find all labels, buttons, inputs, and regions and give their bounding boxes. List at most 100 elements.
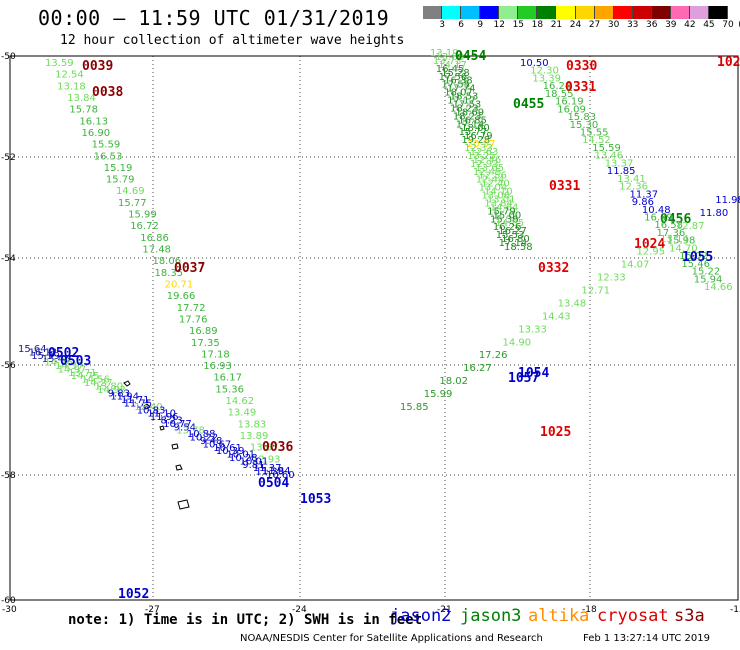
wave-height-label: 16.09 (557, 104, 586, 115)
wave-height-label: 12.40 (481, 179, 510, 190)
wave-height-label: 17.18 (201, 349, 230, 360)
wave-height-label: 13.06 (481, 191, 510, 202)
wave-height-label: 18.23 (450, 103, 479, 114)
pass-time-label: 1024 (634, 237, 665, 252)
wave-height-label: 17.14 (499, 238, 528, 249)
wave-height-label: 14.69 (116, 186, 145, 197)
wave-height-label: 15.79 (487, 206, 516, 217)
wave-height-label: 13.48 (558, 298, 587, 309)
legend-tick-label: 6 (458, 20, 464, 30)
lon-label: -21 (437, 605, 452, 615)
wave-height-label: 15.00 (493, 210, 522, 221)
wave-height-label: 13.19 (430, 48, 459, 59)
legend-unit: (ft) (738, 20, 740, 30)
wave-height-label: 11.10 (147, 409, 176, 420)
wave-height-label: 18.35 (155, 268, 184, 279)
wave-height-label: 10.83 (137, 405, 166, 416)
wave-height-label: 14.17 (438, 60, 467, 71)
wave-height-label: 15.85 (400, 402, 429, 413)
legend-swatch (423, 6, 443, 19)
wave-labels: 13.5912.5413.1813.8415.7816.1316.9015.59… (18, 48, 740, 602)
wave-height-label: 17.76 (179, 314, 208, 325)
wave-height-label: 12.33 (597, 273, 626, 284)
wave-height-label: 13.89 (240, 431, 269, 442)
wave-height-label: 13.84 (484, 198, 513, 209)
wave-height-label: 13.01 (487, 194, 516, 205)
lat-label: -50 (1, 52, 16, 62)
wave-height-label: 10.28 (229, 453, 258, 464)
wave-height-label: 10.01 (240, 456, 269, 467)
wave-height-label: 12.46 (473, 155, 502, 166)
wave-height-label: 17.35 (191, 338, 220, 349)
wave-height-label: 15.79 (106, 175, 135, 186)
wave-height-label: 18.60 (461, 123, 490, 134)
wave-height-label: 11.37 (630, 189, 659, 200)
wave-height-label: 10.61 (213, 443, 242, 454)
wave-height-label: 12.93 (252, 454, 281, 465)
pass-time-label: 0039 (82, 59, 113, 74)
legend-tick-label: 27 (588, 20, 601, 30)
legend-swatch (518, 6, 538, 19)
wave-height-label: 13.39 (532, 73, 561, 84)
wave-height-label: 13.73 (433, 56, 462, 67)
wave-height-label: 11.94 (110, 392, 139, 403)
wave-height-label: 14.85 (495, 218, 524, 229)
wave-height-label: 16.13 (79, 116, 108, 127)
legend-swatch (480, 6, 500, 19)
wave-height-label: 12.63 (470, 147, 499, 158)
wave-height-label: 19.66 (167, 291, 196, 302)
wave-height-label: 15.77 (459, 127, 488, 138)
island-shape (123, 380, 131, 387)
wave-height-label: 15.30 (570, 120, 599, 131)
wave-height-label: 17.74 (447, 84, 476, 95)
pass-time-label: 1055 (682, 250, 713, 265)
wave-height-label: 18.02 (439, 376, 468, 387)
wave-height-label: 13.25 (467, 151, 496, 162)
island-shape (159, 425, 165, 431)
legend-tick-label: 12 (493, 20, 505, 30)
pass-time-label: 0036 (262, 440, 293, 455)
wave-height-label: 14.27 (84, 378, 113, 389)
pass-time-label: 0456 (660, 212, 691, 227)
sat-legend-jason2: jason2 (390, 606, 452, 626)
wave-height-label: 17.56 (439, 72, 468, 83)
wave-height-label: 15.45 (42, 354, 71, 365)
wave-height-label: 15.59 (92, 140, 121, 151)
wave-height-label: 14.43 (542, 311, 571, 322)
wave-height-label: 16.85 (458, 115, 487, 126)
wave-height-label: 13.88 (435, 52, 464, 63)
wave-height-label: 14.37 (55, 361, 84, 372)
wave-height-label: 18.55 (545, 89, 574, 100)
legend-tick-label: 9 (477, 20, 484, 30)
wave-height-label: 17.48 (142, 245, 171, 256)
wave-height-label: 12.71 (581, 286, 610, 297)
wave-height-label: 14.10 (484, 187, 513, 198)
wave-height-label: 13.05 (475, 163, 504, 174)
wave-height-label: 10.60 (266, 470, 295, 481)
wave-height-label: 12.45 (473, 167, 502, 178)
wave-height-label: 14.75 (71, 371, 100, 382)
wave-height-label: 12.44 (476, 175, 505, 186)
wave-height-label: 17.53 (453, 99, 482, 110)
wave-height-label: 16.27 (498, 226, 527, 237)
island-shape (175, 464, 183, 471)
pass-time-label: 0503 (60, 354, 91, 369)
color-legend (423, 6, 728, 19)
wave-height-label: 15.98 (667, 236, 696, 247)
legend-swatch (594, 6, 614, 19)
wave-height-label: 9.54 (174, 422, 196, 433)
legend-tick-label: 21 (550, 20, 563, 30)
lon-label: -30 (2, 605, 17, 615)
wave-height-label: 16.58 (654, 220, 683, 231)
coastline (123, 380, 190, 510)
wave-height-label: 13.33 (518, 324, 547, 335)
wave-height-label: 19.28 (461, 135, 490, 146)
legend-tick-label: 30 (607, 20, 620, 30)
wave-height-label: 14.66 (704, 282, 733, 293)
sat-legend-s3a: s3a (674, 606, 705, 626)
wave-height-label: 15.28 (441, 68, 470, 79)
pass-time-label: 0502 (48, 346, 79, 361)
wave-height-label: 15.77 (118, 198, 147, 209)
legend-tick-label: 42 (684, 20, 696, 30)
legend-swatch (461, 6, 481, 19)
